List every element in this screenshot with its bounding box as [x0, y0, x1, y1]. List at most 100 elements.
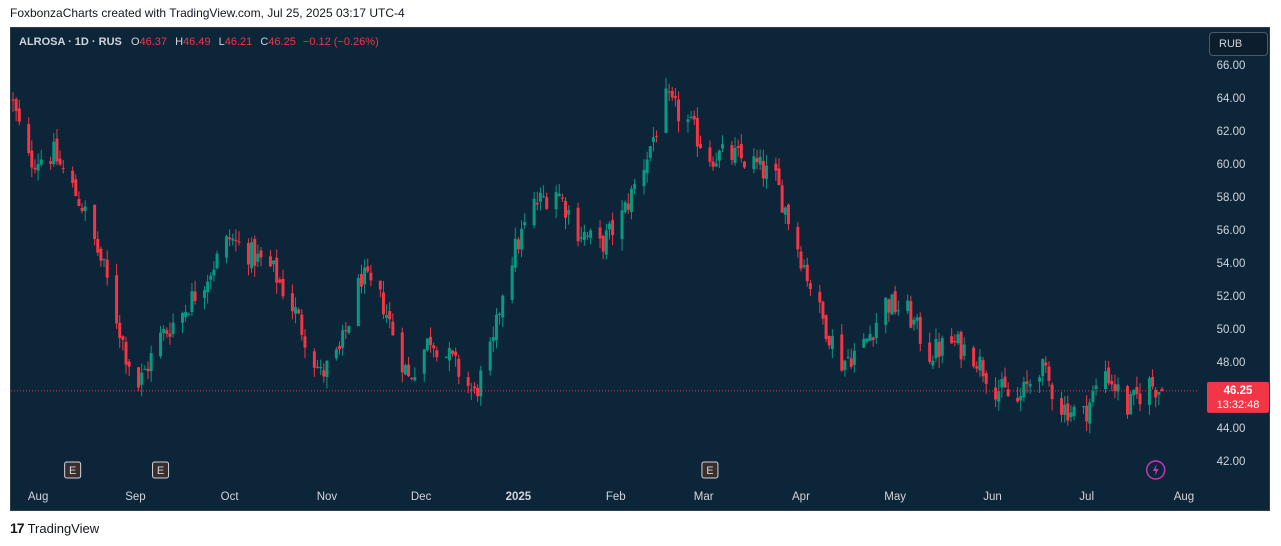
candle-body — [730, 145, 734, 160]
earnings-icon[interactable] — [152, 461, 170, 479]
candle-body — [237, 241, 241, 243]
candle-body — [451, 350, 455, 354]
candle-body — [1000, 379, 1004, 388]
currency-button[interactable]: RUB — [1209, 32, 1268, 56]
candle-body — [830, 336, 834, 349]
candle-body — [972, 347, 976, 367]
ohlc-legend: ALROSA · 1D · RUS O46.37 H46.49 L46.21 C… — [19, 36, 379, 48]
candle-body — [228, 237, 232, 240]
candle-body — [981, 360, 985, 377]
candle-body — [862, 339, 866, 348]
candle-body — [1129, 394, 1133, 415]
candle-body — [626, 203, 630, 210]
price-tick-label: 54.00 — [1217, 258, 1246, 270]
candle-body — [61, 167, 65, 169]
candle-body — [664, 88, 668, 133]
candle-body — [852, 350, 856, 366]
price-tick-label: 64.00 — [1217, 93, 1246, 105]
candle-body — [950, 336, 954, 344]
candle-body — [137, 367, 141, 388]
candle-body — [520, 228, 524, 250]
candle-body — [1060, 398, 1064, 415]
candle-body — [808, 283, 812, 290]
candle-body — [513, 238, 517, 268]
earnings-icon-label: E — [69, 465, 76, 477]
tradingview-logo-text: TradingView — [27, 520, 100, 536]
low-label: L — [218, 36, 225, 48]
price-tick-label: 52.00 — [1217, 291, 1246, 303]
candle-body — [535, 202, 539, 205]
candle-body — [818, 291, 822, 303]
candle-body — [642, 170, 646, 187]
candle-body — [670, 90, 674, 98]
candle-body — [272, 260, 276, 265]
candle-body — [347, 326, 351, 333]
candle-body — [1160, 388, 1164, 391]
candle-body — [802, 265, 806, 267]
candle-body — [36, 164, 40, 171]
candle-body — [777, 168, 781, 186]
candle-body — [711, 161, 715, 167]
candle-body — [752, 156, 756, 170]
candle-body — [30, 150, 34, 168]
close-value: 46.25 — [268, 36, 296, 48]
candle-body — [425, 338, 429, 351]
candle-body — [742, 161, 746, 168]
candle-body — [1082, 406, 1086, 408]
candle-body — [720, 144, 724, 149]
change-value: −0.12 (−0.26%) — [302, 36, 379, 48]
candle-body — [874, 322, 878, 339]
candle-body — [1066, 403, 1070, 421]
candle-body — [476, 387, 480, 397]
tradingview-logo[interactable]: 17 TradingView — [10, 520, 99, 536]
candle-body — [203, 290, 206, 298]
candle-body — [168, 333, 172, 337]
price-tick-label: 58.00 — [1217, 192, 1246, 204]
candle-body — [17, 108, 21, 122]
candle-body — [962, 344, 966, 356]
tradingview-logo-icon: 17 — [10, 520, 25, 536]
candle-body — [454, 351, 458, 356]
time-tick-label: Apr — [792, 491, 810, 503]
candle-body — [648, 146, 652, 158]
candle-body — [758, 156, 762, 165]
earnings-icon[interactable] — [64, 461, 82, 479]
candle-body — [275, 257, 279, 283]
candle-body — [1044, 362, 1048, 366]
candle-body — [928, 342, 932, 362]
candle-body — [1019, 396, 1023, 401]
candle-body — [651, 137, 655, 143]
candle-body — [159, 332, 163, 357]
candle-body — [516, 239, 520, 250]
price-tick-label: 62.00 — [1217, 126, 1246, 138]
candle-body — [447, 347, 451, 361]
time-tick-label: Aug — [1174, 491, 1194, 503]
candle-body — [11, 99, 15, 101]
candle-body — [403, 365, 407, 375]
candle-body — [984, 373, 988, 384]
candle-body — [761, 160, 765, 179]
candle-body — [699, 144, 703, 149]
candle-body — [149, 353, 153, 372]
price-tick-label: 66.00 — [1217, 60, 1246, 72]
candle-body — [1091, 391, 1095, 403]
candle-body — [655, 135, 659, 137]
candle-body — [209, 275, 213, 280]
candle-body — [1157, 392, 1161, 395]
candlestick-chart[interactable]: 66.00 64.00 62.00 60.00 58.00 56.00 54.00 52.00… — [11, 28, 1269, 510]
chart-panel[interactable]: 66.00 64.00 62.00 60.00 58.00 56.00 54.00 52.00… — [10, 27, 1270, 511]
time-tick-label: Aug — [28, 491, 48, 503]
candle-body — [579, 237, 583, 239]
candle-body — [598, 227, 602, 239]
time-tick-label: May — [884, 491, 906, 503]
price-tick-label: 60.00 — [1217, 159, 1246, 171]
candle-body — [871, 337, 875, 340]
candle-body — [187, 313, 191, 315]
candle-body — [695, 118, 699, 147]
candle-body — [1151, 376, 1155, 387]
symbol-label[interactable]: ALROSA · 1D · RUS — [19, 36, 122, 48]
earnings-icon[interactable] — [701, 461, 719, 479]
candle-body — [184, 311, 188, 318]
candle-body — [488, 341, 492, 371]
candle-body — [234, 240, 238, 242]
